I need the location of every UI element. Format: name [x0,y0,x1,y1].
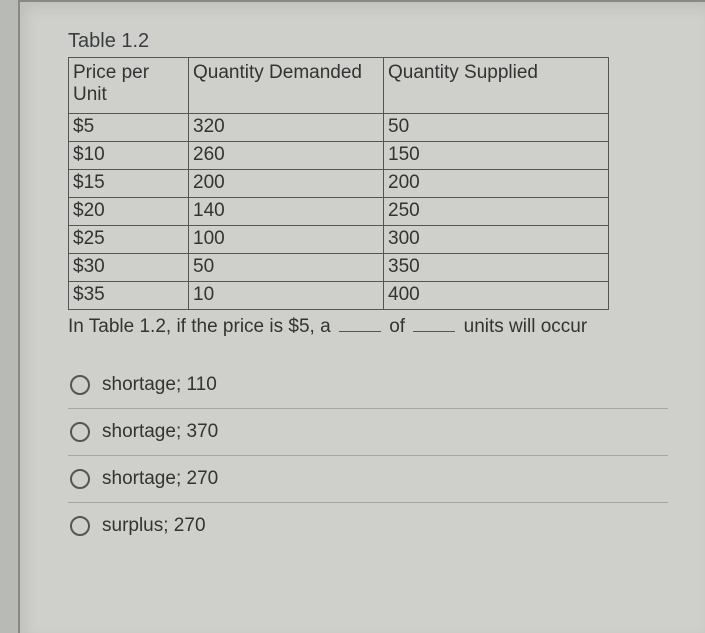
answer-option-label: shortage; 370 [102,421,218,443]
answer-option[interactable]: shortage; 110 [68,362,668,409]
question-text: In Table 1.2, if the price is $5, a of u… [68,314,677,338]
answer-option-label: shortage; 270 [102,468,218,490]
table-row: $15 200 200 [69,170,609,198]
table-cell: $35 [69,282,189,310]
question-mid: of [389,316,405,337]
radio-icon[interactable] [70,375,90,395]
radio-icon[interactable] [70,469,90,489]
answer-option[interactable]: surplus; 270 [68,503,668,549]
table-cell: 400 [384,282,609,310]
table-cell: $10 [69,142,189,170]
answer-option[interactable]: shortage; 270 [68,456,668,503]
radio-icon[interactable] [70,516,90,536]
data-table: Price per Unit Quantity Demanded Quantit… [68,57,609,310]
table-cell: 50 [384,114,609,142]
table-cell: $25 [69,226,189,254]
table-cell: 320 [189,114,384,142]
table-header-cell: Price per Unit [69,58,189,114]
table-cell: 100 [189,226,384,254]
answer-option[interactable]: shortage; 370 [68,409,668,456]
radio-icon[interactable] [70,422,90,442]
question-suffix: units will occur [464,316,588,337]
table-row: $10 260 150 [69,142,609,170]
table-cell: 150 [384,142,609,170]
table-cell: $15 [69,170,189,198]
table-cell: $5 [69,114,189,142]
table-row: $30 50 350 [69,254,609,282]
table-header-row: Price per Unit Quantity Demanded Quantit… [69,58,609,114]
answer-options: shortage; 110 shortage; 370 shortage; 27… [68,362,668,549]
table-header-cell: Quantity Demanded [189,58,384,114]
question-card: Table 1.2 Price per Unit Quantity Demand… [18,0,705,633]
table-row: $20 140 250 [69,198,609,226]
table-cell: 350 [384,254,609,282]
fill-blank [339,314,381,332]
table-row: $5 320 50 [69,114,609,142]
answer-option-label: shortage; 110 [102,374,217,396]
table-cell: 200 [189,170,384,198]
table-row: $25 100 300 [69,226,609,254]
table-cell: 300 [384,226,609,254]
table-cell: $30 [69,254,189,282]
table-cell: 250 [384,198,609,226]
answer-option-label: surplus; 270 [102,515,206,537]
table-cell: 260 [189,142,384,170]
table-cell: 140 [189,198,384,226]
table-cell: 200 [384,170,609,198]
table-cell: $20 [69,198,189,226]
table-header-cell: Quantity Supplied [384,58,609,114]
table-row: $35 10 400 [69,282,609,310]
question-prefix: In Table 1.2, if the price is $5, a [68,316,331,337]
table-cell: 10 [189,282,384,310]
table-title: Table 1.2 [68,30,677,53]
fill-blank [413,314,455,332]
table-cell: 50 [189,254,384,282]
